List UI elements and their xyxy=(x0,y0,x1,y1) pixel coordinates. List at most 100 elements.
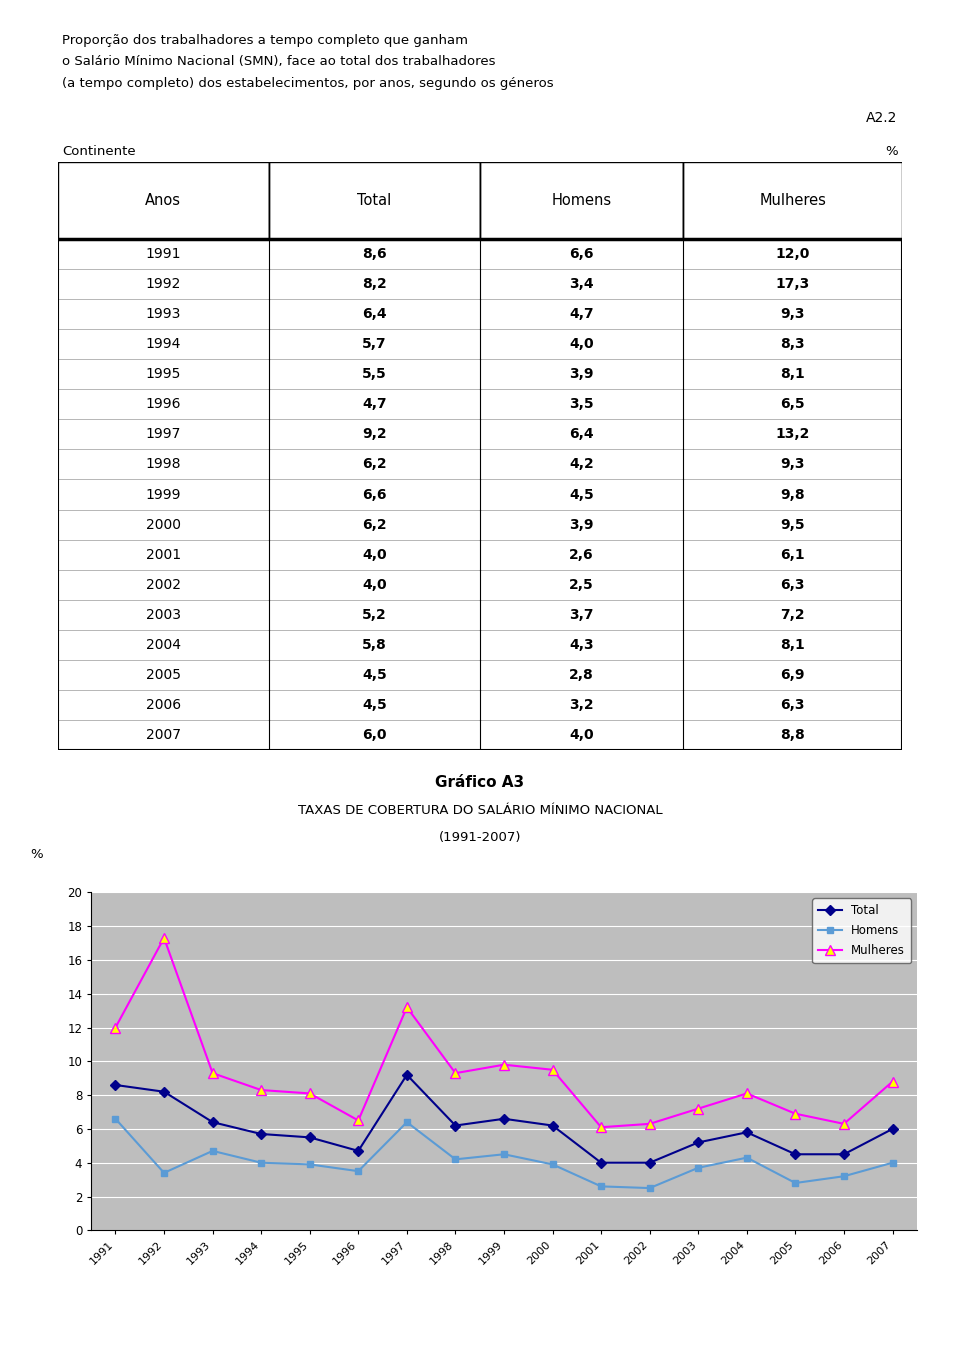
Mulheres xyxy=(206,1065,218,1082)
Text: 5,7: 5,7 xyxy=(362,337,387,352)
Homens xyxy=(498,1146,510,1163)
Mulheres xyxy=(644,1115,656,1132)
Total xyxy=(304,1129,316,1145)
Text: 4,0: 4,0 xyxy=(569,337,593,352)
Text: 1994: 1994 xyxy=(146,337,180,352)
Text: 3,5: 3,5 xyxy=(569,397,593,411)
Text: 4,0: 4,0 xyxy=(362,548,387,561)
Text: 4,2: 4,2 xyxy=(569,457,593,472)
Homens xyxy=(692,1160,704,1176)
Total xyxy=(352,1142,364,1159)
Text: 1998: 1998 xyxy=(146,457,180,472)
Text: 3,9: 3,9 xyxy=(569,518,593,531)
Text: Total: Total xyxy=(357,193,392,208)
Text: 9,8: 9,8 xyxy=(780,488,804,502)
Mulheres xyxy=(158,930,170,946)
Text: 4,5: 4,5 xyxy=(362,698,387,713)
Text: Anos: Anos xyxy=(145,193,181,208)
Text: 12,0: 12,0 xyxy=(776,247,810,261)
Text: 2004: 2004 xyxy=(146,638,180,652)
Text: Proporção dos trabalhadores a tempo completo que ganham: Proporção dos trabalhadores a tempo comp… xyxy=(62,34,468,47)
Text: 1996: 1996 xyxy=(146,397,180,411)
Mulheres xyxy=(547,1061,559,1078)
Mulheres xyxy=(887,1073,899,1090)
Text: 6,1: 6,1 xyxy=(780,548,804,561)
Text: A2.2: A2.2 xyxy=(866,111,898,124)
Text: (a tempo completo) dos estabelecimentos, por anos, segundo os géneros: (a tempo completo) dos estabelecimentos,… xyxy=(62,77,554,91)
Homens xyxy=(304,1156,316,1172)
Text: 8,3: 8,3 xyxy=(780,337,804,352)
Text: 9,5: 9,5 xyxy=(780,518,804,531)
Homens xyxy=(255,1155,267,1171)
Text: 9,3: 9,3 xyxy=(780,457,804,472)
Mulheres xyxy=(838,1115,850,1132)
Text: 1997: 1997 xyxy=(146,427,180,441)
Text: Homens: Homens xyxy=(551,193,612,208)
Text: 3,9: 3,9 xyxy=(569,368,593,381)
Text: 9,3: 9,3 xyxy=(780,307,804,320)
Text: 3,4: 3,4 xyxy=(569,277,593,291)
Mulheres xyxy=(401,999,413,1015)
Line: Total: Total xyxy=(112,1071,896,1167)
Text: 4,5: 4,5 xyxy=(569,488,593,502)
Mulheres xyxy=(741,1086,753,1102)
Text: 2,8: 2,8 xyxy=(569,668,593,683)
Text: 6,3: 6,3 xyxy=(780,698,804,713)
Total xyxy=(887,1121,899,1137)
Text: 2000: 2000 xyxy=(146,518,180,531)
Homens xyxy=(838,1168,850,1184)
Mulheres xyxy=(352,1113,364,1129)
Mulheres xyxy=(109,1019,121,1036)
Total xyxy=(206,1114,218,1130)
Text: 1991: 1991 xyxy=(146,247,180,261)
Text: 4,3: 4,3 xyxy=(569,638,593,652)
Total xyxy=(741,1125,753,1141)
Homens xyxy=(352,1163,364,1179)
Homens xyxy=(109,1111,121,1128)
Text: 4,7: 4,7 xyxy=(569,307,593,320)
Text: 1995: 1995 xyxy=(146,368,180,381)
Total xyxy=(547,1117,559,1133)
Total xyxy=(158,1084,170,1101)
Bar xyxy=(58,162,269,239)
Total xyxy=(255,1126,267,1142)
Text: Continente: Continente xyxy=(62,145,136,158)
Text: 5,5: 5,5 xyxy=(362,368,387,381)
Mulheres xyxy=(498,1057,510,1073)
Legend: Total, Homens, Mulheres: Total, Homens, Mulheres xyxy=(812,898,911,963)
Text: 6,4: 6,4 xyxy=(569,427,593,441)
Text: 4,5: 4,5 xyxy=(362,668,387,683)
Text: 4,0: 4,0 xyxy=(362,577,387,592)
Total xyxy=(498,1111,510,1128)
Text: 6,4: 6,4 xyxy=(362,307,387,320)
Line: Homens: Homens xyxy=(112,1115,896,1191)
Homens xyxy=(547,1156,559,1172)
Text: 8,6: 8,6 xyxy=(362,247,387,261)
Text: 9,2: 9,2 xyxy=(362,427,387,441)
Total xyxy=(692,1134,704,1151)
Total xyxy=(790,1146,802,1163)
Bar xyxy=(269,162,480,239)
Text: 6,6: 6,6 xyxy=(362,488,387,502)
Line: Mulheres: Mulheres xyxy=(110,933,898,1132)
Text: 6,2: 6,2 xyxy=(362,457,387,472)
Text: 8,8: 8,8 xyxy=(780,729,804,742)
Text: 5,8: 5,8 xyxy=(362,638,387,652)
Text: 6,5: 6,5 xyxy=(780,397,804,411)
Bar xyxy=(683,162,902,239)
Total xyxy=(838,1146,850,1163)
Text: 1992: 1992 xyxy=(146,277,180,291)
Homens xyxy=(206,1142,218,1159)
Text: 1993: 1993 xyxy=(146,307,180,320)
Text: 6,6: 6,6 xyxy=(569,247,593,261)
Mulheres xyxy=(692,1101,704,1117)
Text: 13,2: 13,2 xyxy=(776,427,810,441)
Text: 7,2: 7,2 xyxy=(780,608,804,622)
Homens xyxy=(449,1152,461,1168)
Text: (1991-2007): (1991-2007) xyxy=(439,831,521,845)
Text: 2005: 2005 xyxy=(146,668,180,683)
Text: 2001: 2001 xyxy=(146,548,180,561)
Text: 4,0: 4,0 xyxy=(569,729,593,742)
Text: %: % xyxy=(885,145,898,158)
Text: 6,0: 6,0 xyxy=(362,729,387,742)
